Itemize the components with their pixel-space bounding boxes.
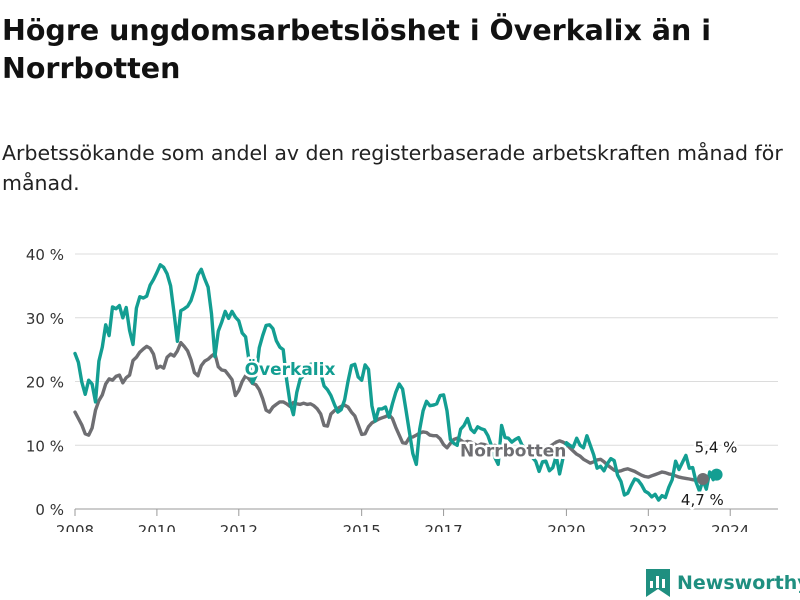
- overkalix-series-label: Överkalix: [245, 358, 336, 380]
- x-tick-label: 2022: [629, 522, 667, 532]
- norrbotten-series-label: Norrbotten: [460, 442, 566, 462]
- overkalix-end-value-halo: 5,4 %: [695, 439, 738, 457]
- overkalix-end-value: 5,4 %: [695, 439, 738, 457]
- overkalix-series-label-halo: Överkalix: [245, 358, 336, 380]
- chart-title: Högre ungdomsarbetslöshet i Överkalix än…: [2, 14, 711, 85]
- line-chart: 0 % 10 % 20 % 30 % 40 % 2008 2010 2012 2015 2017…: [26, 246, 778, 532]
- series-end-dot: [710, 468, 723, 481]
- series-line--verkalix: [73, 263, 719, 502]
- x-tick-label: 2017: [424, 522, 462, 532]
- series-end-dot: [696, 473, 709, 486]
- y-tick-label: 40 %: [26, 246, 64, 264]
- y-tick-label: 10 %: [26, 437, 64, 455]
- x-tick-label: 2008: [56, 522, 94, 532]
- x-tick-label: 2015: [343, 522, 381, 532]
- y-tick-label: 30 %: [26, 310, 64, 328]
- chart-subtitle: Arbetssökande som andel av den registerb…: [2, 141, 783, 195]
- norrbotten-series-label-halo: Norrbotten: [460, 442, 566, 462]
- x-tick-label: 2012: [220, 522, 258, 532]
- norrbotten-end-value-halo: 4,7 %: [681, 491, 724, 509]
- bar-chart-bookmark-icon: [646, 569, 670, 597]
- x-tick-label: 2024: [711, 522, 749, 532]
- y-tick-label: 0 %: [35, 501, 64, 519]
- x-tick-label: 2010: [138, 522, 176, 532]
- y-tick-label: 20 %: [26, 374, 64, 392]
- norrbotten-end-value: 4,7 %: [681, 491, 724, 509]
- newsworthy-brand: Newsworthy: [646, 568, 800, 598]
- x-tick-label: 2020: [547, 522, 585, 532]
- brand-name: Newsworthy: [677, 572, 800, 594]
